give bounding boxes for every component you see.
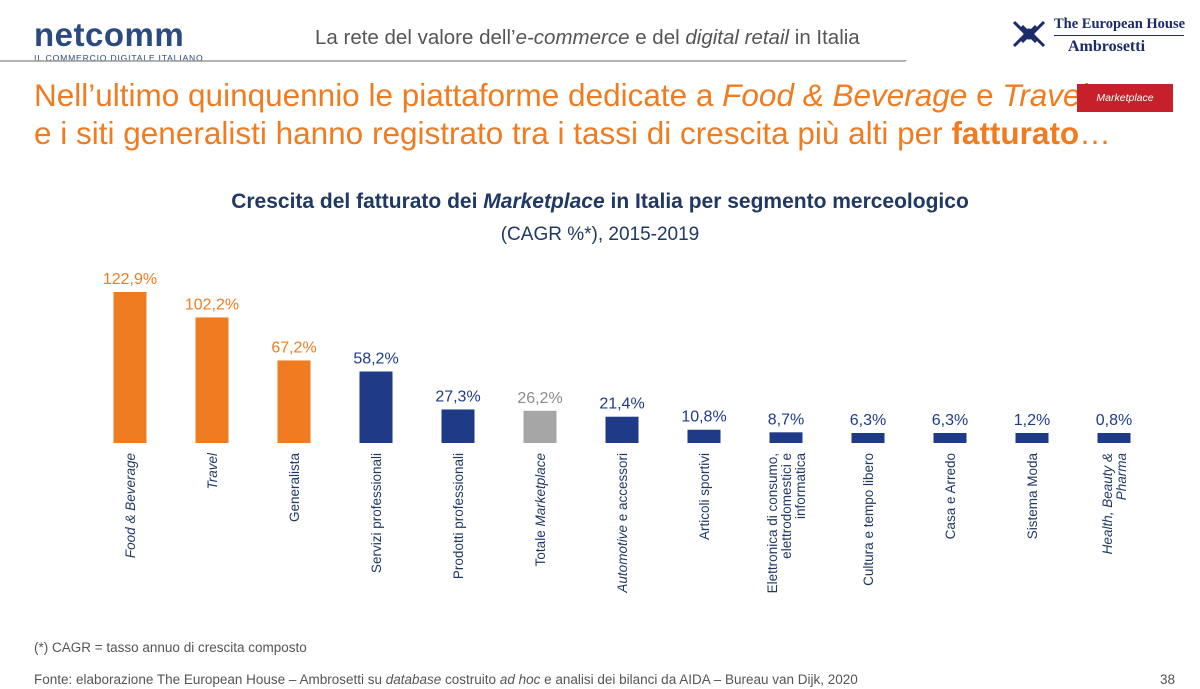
headline-line-2: e i siti generalisti hanno registrato tr…	[34, 114, 1111, 152]
category-label-line: Cultura e tempo libero	[861, 453, 876, 586]
chart-subtitle: (CAGR %*), 2015-2019	[500, 224, 700, 245]
tagline-part: La rete del valore dell’	[315, 26, 516, 49]
headline-line-1: Nell’ultimo quinquennio le piattaforme d…	[34, 76, 1111, 114]
bar	[277, 360, 311, 443]
tagline-part: e-commerce	[515, 26, 630, 49]
category-label-line: Health, Beauty &	[1100, 453, 1115, 554]
category-label: Prodotti professionali	[451, 453, 466, 579]
category-label: Generalista	[287, 453, 302, 523]
header-divider	[0, 60, 907, 62]
category-label-line: Food & Beverage	[123, 453, 138, 558]
data-label: 58,2%	[353, 350, 398, 367]
category-label-line: Totale Marketplace	[533, 453, 548, 566]
netcomm-logo-word: netcomm	[34, 16, 185, 53]
bar	[113, 292, 147, 443]
category-label: Travel	[205, 452, 220, 490]
category-label-line: Travel	[205, 452, 220, 490]
data-label: 1,2%	[1014, 412, 1050, 429]
headline-part: fatturato	[951, 115, 1080, 151]
category-label: Automotive e accessori	[615, 453, 630, 594]
bar	[441, 409, 475, 443]
headline-part: e	[967, 77, 1003, 113]
source-part: Fonte: elaborazione The European House –…	[34, 672, 386, 687]
data-label: 21,4%	[599, 396, 644, 413]
category-label-line: Articoli sportivi	[697, 453, 712, 540]
category-label: Cultura e tempo libero	[861, 453, 876, 586]
data-label: 122,9%	[103, 271, 157, 288]
bar	[933, 433, 967, 443]
teha-logo-line1: The European House	[1054, 16, 1186, 32]
category-label-line: Generalista	[287, 453, 302, 523]
teha-logo-rule	[1054, 35, 1184, 36]
category-label: Sistema Moda	[1025, 453, 1040, 540]
data-label: 0,8%	[1096, 412, 1132, 429]
chart-title: Crescita del fatturato dei Marketplace i…	[0, 190, 1200, 214]
bar	[195, 317, 229, 443]
category-label-line: Prodotti professionali	[451, 453, 466, 579]
footnote: (*) CAGR = tasso annuo di crescita compo…	[34, 640, 307, 655]
bar	[851, 433, 885, 443]
bar	[1015, 433, 1049, 443]
headline-part: Travel	[1002, 77, 1088, 113]
teha-emblem-icon	[1012, 20, 1046, 48]
category-label-line: Sistema Moda	[1025, 453, 1040, 540]
data-label: 6,3%	[932, 412, 968, 429]
source-part: ad hoc	[499, 672, 541, 687]
data-label: 67,2%	[271, 339, 316, 356]
header-tagline: La rete del valore dell’e-commerce e del…	[315, 26, 860, 50]
bar	[1097, 433, 1131, 443]
category-label: Casa e Arredo	[943, 453, 958, 539]
headline-part: …	[1079, 115, 1111, 151]
data-label: 102,2%	[185, 296, 239, 313]
source-note: Fonte: elaborazione The European House –…	[34, 672, 858, 687]
category-label: Health, Beauty & Pharma	[1100, 453, 1129, 555]
source-part: database	[385, 672, 442, 687]
teha-logo-line2: Ambrosetti	[1068, 38, 1146, 55]
netcomm-logo: netcomm IL COMMERCIO DIGITALE ITALIANO	[34, 18, 203, 63]
headline-part: e i siti generalisti hanno registrato tr…	[34, 115, 952, 151]
data-label: 8,7%	[768, 411, 804, 428]
bar	[359, 371, 393, 443]
category-label-line: Casa e Arredo	[943, 453, 958, 539]
category-label-line: Automotive e accessori	[615, 453, 630, 594]
category-label: Servizi professionali	[369, 453, 384, 573]
source-part: e analisi dei bilanci da AIDA – Bureau v…	[540, 672, 858, 687]
category-label-line: elettrodomestici e	[779, 453, 794, 559]
bar	[605, 416, 639, 443]
bar	[687, 429, 721, 443]
category-label: Food & Beverage	[123, 453, 138, 558]
bar	[523, 410, 557, 443]
headline-part: Nell’ultimo quinquennio le piattaforme d…	[34, 77, 723, 113]
data-label: 10,8%	[681, 409, 726, 426]
data-label: 6,3%	[850, 412, 886, 429]
page-number: 38	[1160, 672, 1176, 687]
source-part: costruito	[441, 672, 500, 687]
netcomm-logo-subtitle: IL COMMERCIO DIGITALE ITALIANO	[34, 53, 204, 63]
data-label: 26,2%	[517, 390, 562, 407]
category-label-line: Elettronica di consumo,	[765, 453, 780, 593]
headline-part: Food & Beverage	[722, 77, 968, 113]
chart-title-part: Crescita del fatturato dei	[231, 190, 484, 213]
category-label: Elettronica di consumo, elettrodomestici …	[765, 453, 808, 594]
tagline-part: in Italia	[789, 26, 860, 49]
category-label-line: informatica	[793, 453, 808, 520]
section-badge: Marketplace	[1077, 84, 1173, 112]
data-label: 27,3%	[435, 388, 480, 405]
category-label: Totale Marketplace	[533, 453, 548, 566]
chart-title-part: Marketplace	[483, 190, 605, 213]
slide-headline: Nell’ultimo quinquennio le piattaforme d…	[34, 76, 1111, 152]
category-label-line: Servizi professionali	[369, 453, 384, 573]
category-label-line: Pharma	[1114, 453, 1129, 501]
chart-title-part: in Italia per segmento merceologico	[604, 190, 969, 213]
category-label: Articoli sportivi	[697, 453, 712, 540]
tagline-part: digital retail	[685, 26, 790, 49]
bar	[769, 432, 803, 443]
tagline-part: e del	[629, 26, 686, 49]
